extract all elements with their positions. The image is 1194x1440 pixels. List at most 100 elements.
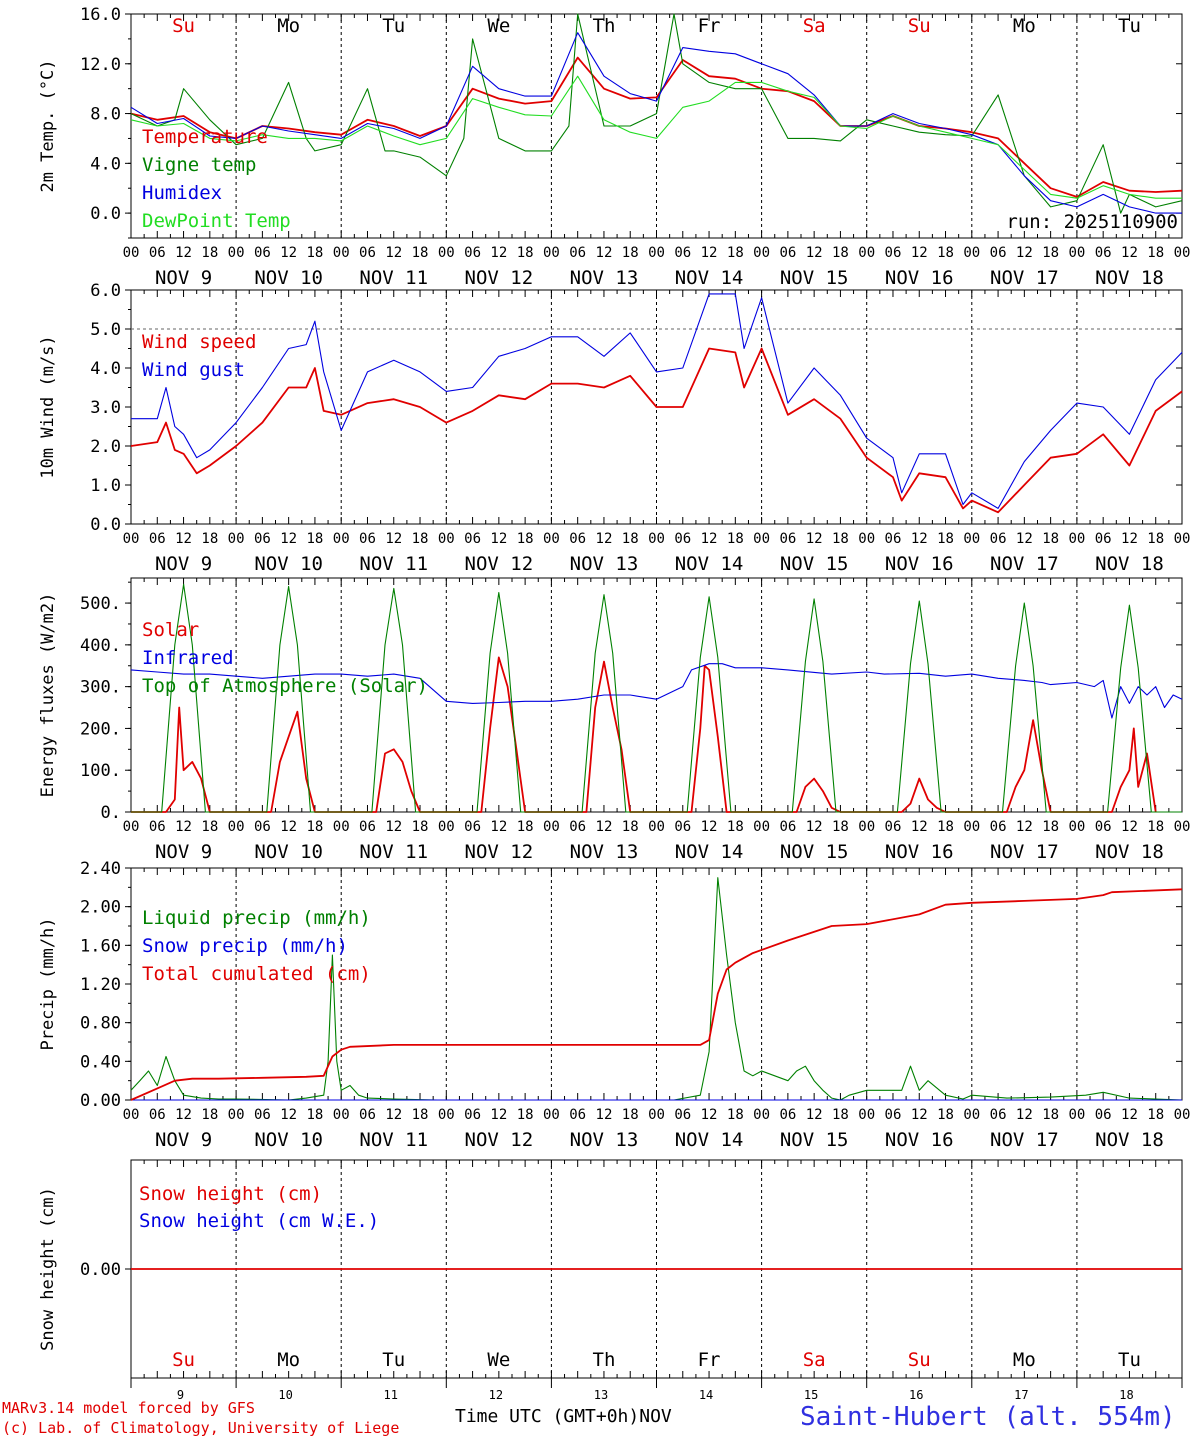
weekday-label-bottom: Mo [1013, 1349, 1036, 1371]
hour-tick-label: 06 [885, 819, 902, 835]
hour-tick-label: 12 [385, 1107, 402, 1123]
series-line-humidex [130, 32, 1182, 214]
hour-tick-label: 00 [123, 531, 140, 547]
hour-tick-label: 06 [779, 245, 796, 261]
date-label: NOV 17 [990, 553, 1059, 575]
hour-tick-label: 12 [1016, 1107, 1033, 1123]
series-line-top-of-atmosphere-solar- [131, 583, 1182, 813]
date-label: NOV 10 [254, 1129, 323, 1151]
hour-tick-label: 00 [753, 819, 770, 835]
date-label: NOV 15 [780, 841, 849, 863]
hour-tick-label: 12 [490, 1107, 507, 1123]
weekday-label-bottom: Su [172, 1349, 195, 1371]
hour-tick-label: 12 [385, 819, 402, 835]
hour-tick-label: 18 [622, 1107, 639, 1123]
hour-tick-label: 00 [648, 1107, 665, 1123]
hour-tick-label: 12 [911, 245, 928, 261]
y-tick-label: 500. [80, 594, 121, 614]
hour-tick-label: 06 [149, 531, 166, 547]
y-tick-label: 2.00 [80, 898, 121, 918]
legend-entry: Wind gust [142, 359, 245, 381]
hour-tick-label: 06 [359, 531, 376, 547]
hour-tick-label: 06 [149, 819, 166, 835]
hour-tick-label: 00 [228, 819, 245, 835]
hour-tick-label: 12 [490, 819, 507, 835]
hour-tick-label: 00 [963, 531, 980, 547]
hour-tick-label: 18 [832, 531, 849, 547]
hour-tick-label: 12 [701, 1107, 718, 1123]
weekday-label-top: Su [908, 15, 931, 37]
hour-tick-label: 00 [648, 245, 665, 261]
lab-credit: (c) Lab. of Climatology, University of L… [2, 1419, 400, 1437]
hour-tick-label: 06 [885, 245, 902, 261]
series-line-liquid-precip-mm-h- [130, 877, 1183, 1101]
date-label: NOV 18 [1095, 267, 1164, 289]
hour-tick-label: 06 [990, 819, 1007, 835]
y-tick-label: 400. [80, 636, 121, 656]
hour-tick-label: 00 [543, 245, 560, 261]
y-tick-label: 0.00 [80, 1260, 121, 1280]
legend-entry: Temperature [142, 126, 268, 148]
hour-tick-label: 06 [254, 819, 271, 835]
legend-entry: Wind speed [142, 331, 256, 353]
hour-tick-label: 00 [1174, 245, 1191, 261]
hour-tick-label: 00 [438, 1107, 455, 1123]
date-label: NOV 18 [1095, 1129, 1164, 1151]
legend-entry: Humidex [142, 182, 222, 204]
hour-tick-label: 06 [359, 245, 376, 261]
hour-tick-label: 18 [201, 531, 218, 547]
hour-tick-label: 12 [385, 531, 402, 547]
hour-tick-label: 00 [543, 531, 560, 547]
weekday-label-top: We [487, 15, 510, 37]
y-tick-label: 2.40 [80, 859, 121, 879]
x-axis-title: Time UTC (GMT+0h) [455, 1406, 640, 1427]
date-label: NOV 13 [570, 553, 639, 575]
hour-tick-label: 12 [1121, 1107, 1138, 1123]
y-tick-label: 2.0 [90, 437, 121, 457]
hour-tick-label: 06 [1095, 531, 1112, 547]
weekday-label-bottom: Tu [382, 1349, 405, 1371]
date-label: NOV 9 [155, 553, 212, 575]
y-tick-label: 0.80 [80, 1014, 121, 1034]
date-label: NOV 12 [465, 267, 534, 289]
hour-tick-label: 06 [1095, 245, 1112, 261]
weekday-label-bottom: Mo [277, 1349, 300, 1371]
hour-tick-label: 12 [911, 531, 928, 547]
hour-tick-label: 06 [990, 1107, 1007, 1123]
hour-tick-label: 06 [885, 1107, 902, 1123]
hour-tick-label: 12 [596, 819, 613, 835]
legend-entry: DewPoint Temp [142, 210, 291, 232]
hour-tick-label: 12 [806, 819, 823, 835]
hour-tick-label: 18 [517, 531, 534, 547]
hour-tick-label: 00 [123, 245, 140, 261]
hour-tick-label: 00 [963, 245, 980, 261]
hour-tick-label: 00 [1068, 819, 1085, 835]
date-label: NOV 18 [1095, 841, 1164, 863]
hour-tick-label: 18 [727, 1107, 744, 1123]
hour-tick-label: 06 [359, 1107, 376, 1123]
y-tick-label: 300. [80, 678, 121, 698]
date-label: NOV 17 [990, 841, 1059, 863]
date-label: NOV 12 [465, 1129, 534, 1151]
day-number-label: 9 [177, 1388, 184, 1402]
y-tick-label: 4.0 [90, 359, 121, 379]
hour-tick-label: 00 [1174, 819, 1191, 835]
model-credit: MARv3.14 model forced by GFS [2, 1399, 255, 1417]
hour-tick-label: 18 [1147, 1107, 1164, 1123]
hour-tick-label: 12 [490, 531, 507, 547]
legend-entry: Vigne temp [142, 154, 256, 176]
hour-tick-label: 06 [779, 1107, 796, 1123]
weekday-label-bottom: Th [593, 1349, 616, 1371]
hour-tick-label: 00 [438, 245, 455, 261]
y-tick-label: 8.0 [90, 105, 121, 125]
hour-tick-label: 06 [464, 1107, 481, 1123]
day-number-label: 12 [489, 1388, 503, 1402]
hour-tick-label: 12 [175, 531, 192, 547]
hour-tick-label: 06 [779, 531, 796, 547]
date-label: NOV 14 [675, 553, 744, 575]
plot-frame-temp [130, 13, 1183, 239]
hour-tick-label: 12 [596, 531, 613, 547]
hour-tick-label: 06 [674, 819, 691, 835]
y-tick-label: 0.40 [80, 1052, 121, 1072]
hour-tick-label: 00 [1068, 1107, 1085, 1123]
